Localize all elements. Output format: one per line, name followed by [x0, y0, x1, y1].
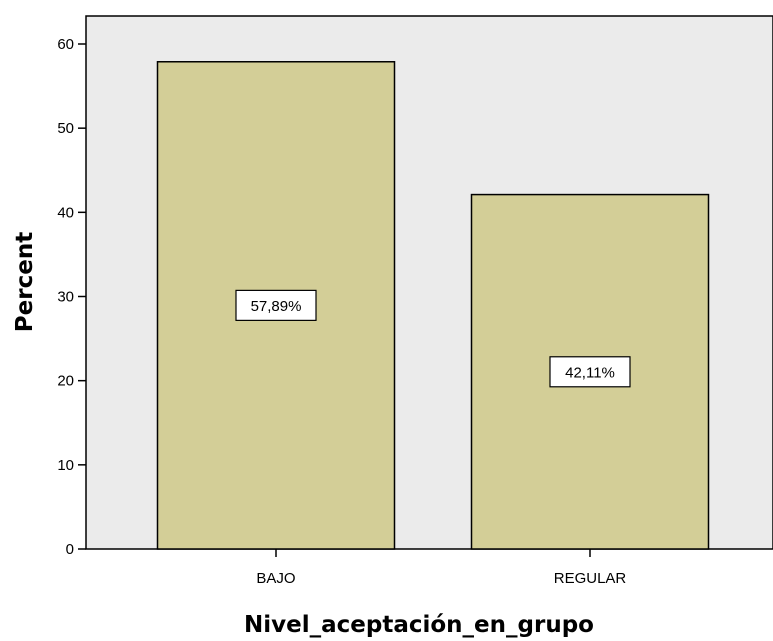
x-tick-label: BAJO: [256, 570, 295, 587]
y-tick-label: 0: [66, 541, 74, 558]
data-label-box: [235, 289, 317, 321]
x-tick-label: REGULAR: [554, 570, 627, 587]
y-tick-label: 20: [57, 373, 74, 390]
y-tick-label: 10: [57, 457, 74, 474]
y-tick-label: 50: [57, 120, 74, 137]
y-axis-title: Percent: [12, 232, 38, 332]
data-label: 57,89%: [251, 298, 302, 315]
data-label: 42,11%: [565, 364, 615, 381]
y-tick-label: 40: [57, 204, 74, 221]
y-tick-label: 30: [57, 289, 74, 306]
data-label-box: [549, 356, 631, 388]
y-tick-label: 60: [57, 36, 74, 53]
x-axis-title: Nivel_aceptación_en_grupo: [244, 612, 594, 638]
